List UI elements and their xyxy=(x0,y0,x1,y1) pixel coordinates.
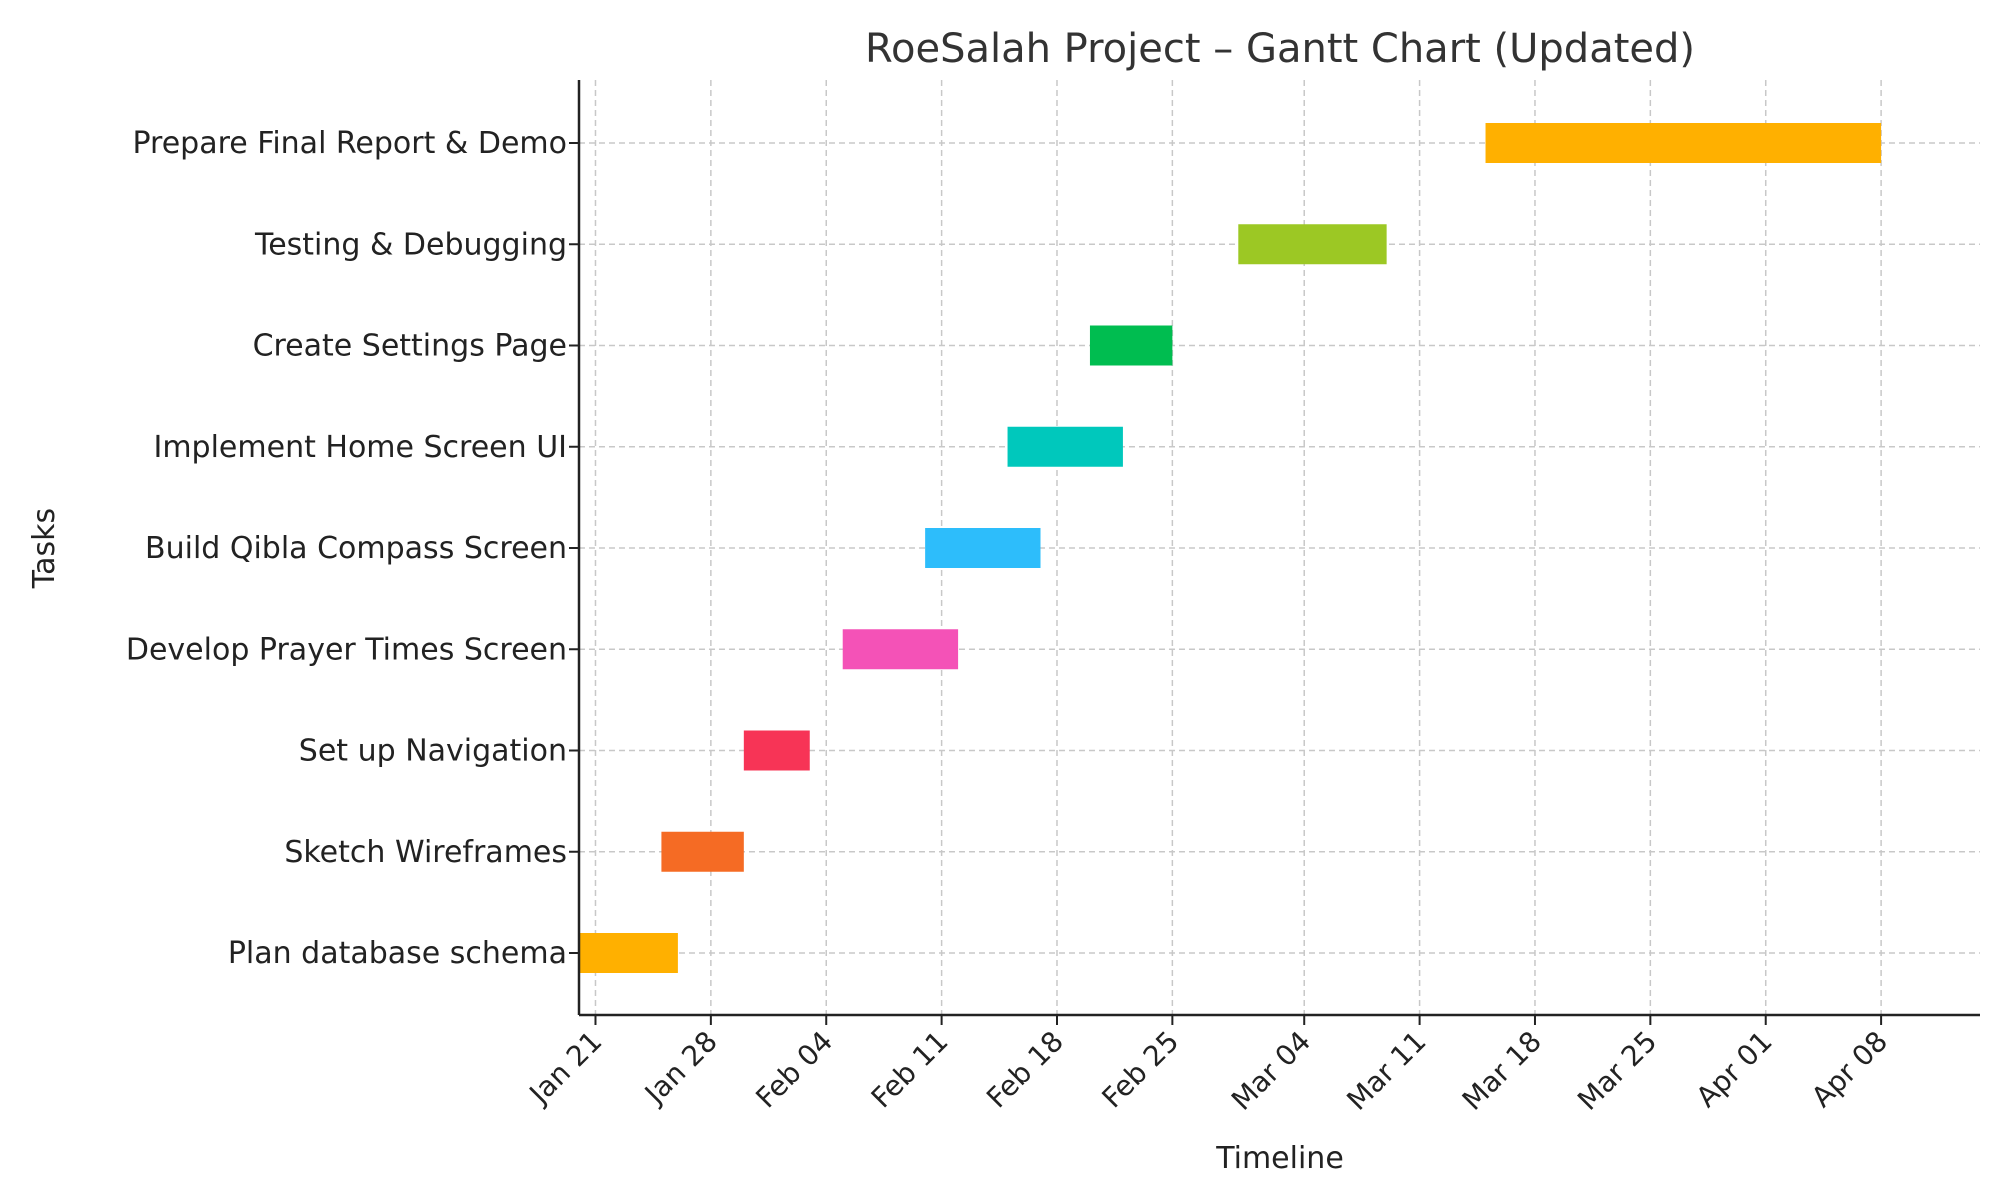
x-tick-label: Feb 25 xyxy=(1095,1025,1185,1115)
task-bar xyxy=(661,831,744,872)
task-label: Plan database schema xyxy=(228,936,567,971)
task-bar xyxy=(1238,224,1387,265)
x-tick-label: Jan 28 xyxy=(637,1025,724,1112)
x-axis-label: Timeline xyxy=(1215,1141,1344,1176)
x-tick-label: Mar 04 xyxy=(1225,1025,1317,1117)
x-tick-label: Feb 04 xyxy=(749,1025,839,1115)
y-tick-layer: Plan database schema Sketch Wireframes Set… xyxy=(126,126,579,971)
task-label: Prepare Final Report & Demo xyxy=(132,126,567,161)
x-tick-label: Mar 18 xyxy=(1456,1025,1548,1117)
task-bar xyxy=(1007,426,1123,467)
x-tick-label: Apr 01 xyxy=(1690,1025,1779,1114)
task-label: Create Settings Page xyxy=(253,329,567,364)
x-tick-label: Apr 08 xyxy=(1805,1025,1894,1114)
task-label: Develop Prayer Times Screen xyxy=(126,632,567,667)
task-bar xyxy=(842,629,959,670)
task-bar xyxy=(1485,123,1882,163)
task-bar xyxy=(579,933,678,973)
task-bar xyxy=(925,528,1041,568)
x-tick-label: Feb 18 xyxy=(980,1025,1070,1115)
task-bar xyxy=(1089,325,1173,366)
task-label: Set up Navigation xyxy=(299,734,567,769)
x-tick-label: Mar 11 xyxy=(1340,1025,1432,1117)
task-label: Build Qibla Compass Screen xyxy=(145,531,567,566)
x-tick-layer: Jan 21 Jan 28 Feb 04 Feb 11 Feb 18 Feb 25 Mar … xyxy=(522,1015,1894,1117)
bars-layer xyxy=(579,123,1882,973)
task-label: Sketch Wireframes xyxy=(284,835,567,870)
task-bar xyxy=(743,730,810,771)
task-label: Implement Home Screen UI xyxy=(153,430,567,465)
task-label: Testing & Debugging xyxy=(254,227,567,262)
grid-layer xyxy=(579,80,1980,1015)
chart-title: RoeSalah Project – Gantt Chart (Updated) xyxy=(865,26,1695,72)
x-tick-label: Jan 21 xyxy=(522,1025,609,1112)
x-tick-label: Feb 11 xyxy=(865,1025,955,1115)
y-axis-label: Tasks xyxy=(27,508,62,589)
x-tick-label: Mar 25 xyxy=(1571,1025,1663,1117)
